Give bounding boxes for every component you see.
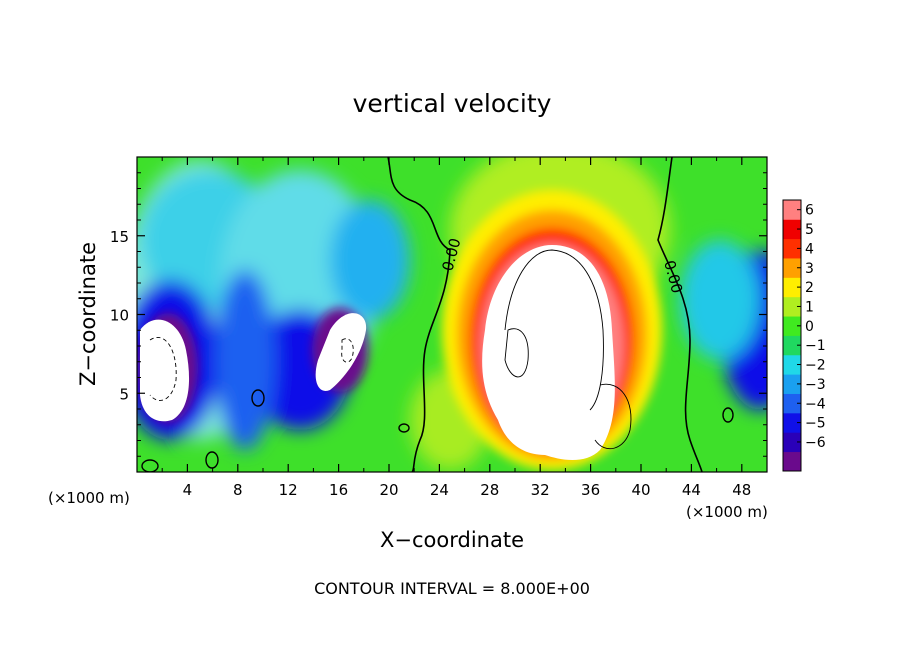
colorbar-swatch: [783, 219, 801, 240]
colorbar-swatch: [783, 354, 801, 375]
x-tick-label: 16: [329, 481, 348, 499]
x-tick-label: 8: [233, 481, 243, 499]
colorbar-swatch: [783, 451, 801, 472]
updraft-core: [482, 245, 615, 460]
x-tick-label: 36: [581, 481, 600, 499]
colorbar-swatch: [783, 432, 801, 453]
zero-contour: [387, 157, 451, 472]
colorbar-label: −5: [805, 416, 826, 432]
colorbar-swatch: [783, 296, 801, 317]
y-axis-title: Z−coordinate: [76, 242, 100, 386]
x-tick-label: 44: [682, 481, 701, 499]
colorbar-swatch: [783, 374, 801, 394]
downdraft-core-mid: [315, 313, 367, 391]
y-axis: 5 10 15: [110, 172, 767, 457]
field-blob: [330, 200, 410, 320]
contour-interval-note: CONTOUR INTERVAL = 8.000E+00: [314, 579, 590, 598]
colorbar-swatch: [783, 412, 801, 433]
contour-line: [251, 389, 265, 407]
colorbar-frame: [782, 199, 802, 472]
contour-line: [722, 407, 734, 423]
chart-title: vertical velocity: [353, 89, 552, 118]
x-tick-label: 48: [732, 481, 751, 499]
colorbar-label: −6: [805, 435, 826, 451]
x-tick-label: 40: [631, 481, 650, 499]
x-axis-title: X−coordinate: [380, 528, 524, 552]
contour-line: [341, 338, 354, 363]
contour-line: [141, 459, 159, 472]
contour-line: [149, 337, 177, 401]
x-tick-label: 32: [531, 481, 550, 499]
colorbar-label: −4: [805, 396, 826, 412]
x-tick-label: 4: [183, 481, 193, 499]
colorbar-swatch: [783, 277, 801, 298]
colorbar-label: 2: [805, 280, 814, 296]
downdraft-core-left: [140, 319, 190, 422]
y-tick-label: 10: [110, 307, 129, 325]
colorbar-swatch: [783, 335, 801, 356]
colorbar-label: 1: [805, 299, 814, 315]
contour-line: [594, 383, 632, 450]
colorbar-swatch: [783, 200, 801, 220]
colorbar-label: 5: [805, 222, 814, 238]
x-axis: 4 8 12 16 20 24 28 32 36 40 44 48: [161, 157, 751, 499]
colorbar-swatch: [783, 238, 801, 259]
x-tick-label: 12: [279, 481, 298, 499]
contour-line: [504, 328, 529, 378]
colorbar-label: 4: [805, 241, 814, 257]
x-tick-label: 20: [379, 481, 398, 499]
y-tick-label: 5: [119, 385, 129, 403]
colorbar-label: −2: [805, 358, 826, 374]
colorbar-label: 0: [805, 319, 814, 335]
colorbar: 6 5 4 3 2 1 0 −1 −2 −3 −4 −5 −6: [782, 199, 826, 472]
colorbar-label: −3: [805, 377, 826, 393]
contour-line: [504, 249, 604, 411]
colorbar-label: 6: [805, 203, 814, 219]
velocity-field: 0.00 0.00: [137, 157, 767, 472]
x-tick-label: 24: [430, 481, 449, 499]
contour-line: [398, 423, 410, 433]
contour-line: [205, 451, 219, 469]
y-tick-label: 15: [110, 228, 129, 246]
zero-contour: [657, 157, 703, 472]
colorbar-label: −1: [805, 338, 826, 354]
x-unit-label-right: (×1000 m): [686, 503, 768, 521]
field-blob: [680, 240, 760, 360]
colorbar-swatch: [783, 393, 801, 414]
colorbar-label: 3: [805, 261, 814, 277]
x-tick-label: 28: [480, 481, 499, 499]
colorbar-swatch: [783, 258, 801, 278]
x-unit-label-left: (×1000 m): [48, 489, 130, 507]
field-blob: [215, 270, 275, 450]
colorbar-swatch: [783, 316, 801, 336]
